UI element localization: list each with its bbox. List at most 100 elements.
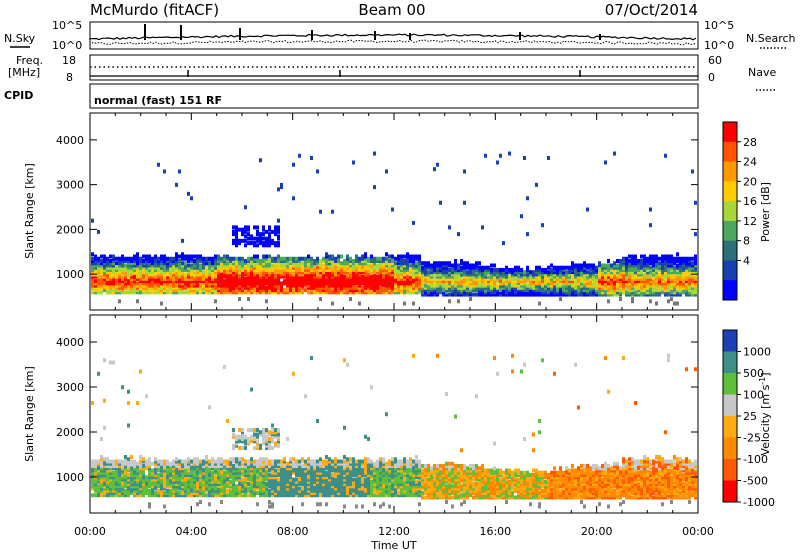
heatmap-cell [484, 281, 487, 286]
heatmap-cell [424, 270, 427, 275]
heatmap-cell [301, 502, 304, 507]
heatmap-cell [625, 258, 628, 263]
heatmap-cell [268, 265, 271, 270]
heatmap-cell [268, 243, 271, 248]
heatmap-cell [385, 285, 388, 290]
heatmap-cell [103, 267, 106, 272]
heatmap-cell [304, 279, 307, 284]
heatmap-cell [481, 272, 484, 277]
heatmap-cell [238, 261, 241, 266]
heatmap-cell [325, 285, 328, 290]
heatmap-cell [652, 281, 655, 286]
heatmap-cell [493, 274, 496, 279]
heatmap-cell [268, 432, 271, 437]
heatmap-cell [226, 283, 229, 288]
heatmap-cell [469, 274, 472, 279]
heatmap-cell [265, 290, 268, 295]
heatmap-cell [151, 272, 154, 277]
heatmap-cell [175, 285, 178, 290]
heatmap-cell [538, 276, 541, 281]
heatmap-cell [211, 482, 214, 486]
heatmap-cell [106, 276, 109, 281]
heatmap-cell [184, 459, 187, 464]
heatmap-cell [289, 274, 292, 279]
heatmap-cell [250, 461, 253, 466]
heatmap-cell [127, 283, 130, 288]
heatmap-cell [286, 281, 289, 286]
heatmap-cell [121, 475, 124, 480]
heatmap-cell [187, 290, 190, 295]
heatmap-cell [139, 267, 142, 272]
heatmap-cell [328, 468, 331, 473]
heatmap-cell [391, 272, 394, 277]
heatmap-cell [244, 486, 247, 491]
heatmap-cell [655, 290, 658, 295]
heatmap-cell [94, 477, 97, 482]
heatmap-cell [343, 477, 346, 482]
heatmap-cell [556, 283, 559, 288]
heatmap-cell [154, 475, 157, 480]
heatmap-cell [598, 279, 601, 284]
heatmap-cell [205, 285, 208, 290]
heatmap-cell [436, 288, 439, 293]
heatmap-cell [556, 274, 559, 279]
heatmap-cell [295, 285, 298, 290]
heatmap-cell [277, 236, 280, 241]
heatmap-cell [391, 290, 394, 295]
heatmap-cell [382, 502, 385, 507]
heatmap-cell [631, 272, 634, 277]
heatmap-cell [190, 486, 193, 491]
heatmap-cell [202, 290, 205, 295]
heatmap-cell [172, 288, 175, 293]
heatmap-cell [619, 292, 622, 297]
heatmap-cell [400, 254, 403, 259]
heatmap-cell [364, 281, 367, 286]
heatmap-cell [352, 258, 355, 263]
heatmap-cell [409, 270, 412, 275]
heatmap-cell [148, 279, 151, 284]
heatmap-cell [550, 290, 553, 295]
heatmap-cell [253, 288, 256, 293]
heatmap-cell [181, 265, 184, 270]
heatmap-cell [124, 455, 127, 459]
heatmap-cell [364, 252, 367, 257]
heatmap-cell [568, 288, 571, 293]
heatmap-cell [586, 207, 589, 212]
heatmap-cell [676, 270, 679, 275]
heatmap-cell [370, 482, 373, 486]
heatmap-cell [217, 473, 220, 477]
power-heatmap [91, 151, 697, 306]
heatmap-cell [253, 261, 256, 266]
heatmap-cell [262, 285, 265, 290]
heatmap-cell [343, 479, 346, 484]
heatmap-cell [505, 276, 508, 281]
heatmap-cell [382, 288, 385, 293]
heatmap-cell [181, 285, 184, 290]
heatmap-cell [298, 464, 301, 468]
heatmap-cell [328, 276, 331, 281]
heatmap-cell [298, 468, 301, 473]
heatmap-cell [376, 488, 379, 493]
heatmap-cell [190, 459, 193, 464]
heatmap-cell [352, 459, 355, 464]
heatmap-cell [295, 258, 298, 263]
heatmap-cell [169, 491, 172, 495]
heatmap-cell [205, 279, 208, 284]
heatmap-cell [184, 254, 187, 259]
heatmap-cell [349, 491, 352, 495]
heatmap-cell [388, 261, 391, 266]
heatmap-cell [316, 272, 319, 277]
heatmap-cell [265, 279, 268, 284]
heatmap-cell [241, 468, 244, 473]
heatmap-cell [193, 491, 196, 495]
heatmap-cell [430, 270, 433, 275]
heatmap-cell [319, 283, 322, 288]
heatmap-cell [307, 459, 310, 464]
heatmap-cell [463, 290, 466, 295]
heatmap-cell [295, 459, 298, 464]
heatmap-cell [313, 263, 316, 268]
heatmap-cell [235, 234, 238, 239]
heatmap-cell [256, 290, 259, 295]
heatmap-cell [316, 468, 319, 473]
heatmap-cell [253, 473, 256, 477]
